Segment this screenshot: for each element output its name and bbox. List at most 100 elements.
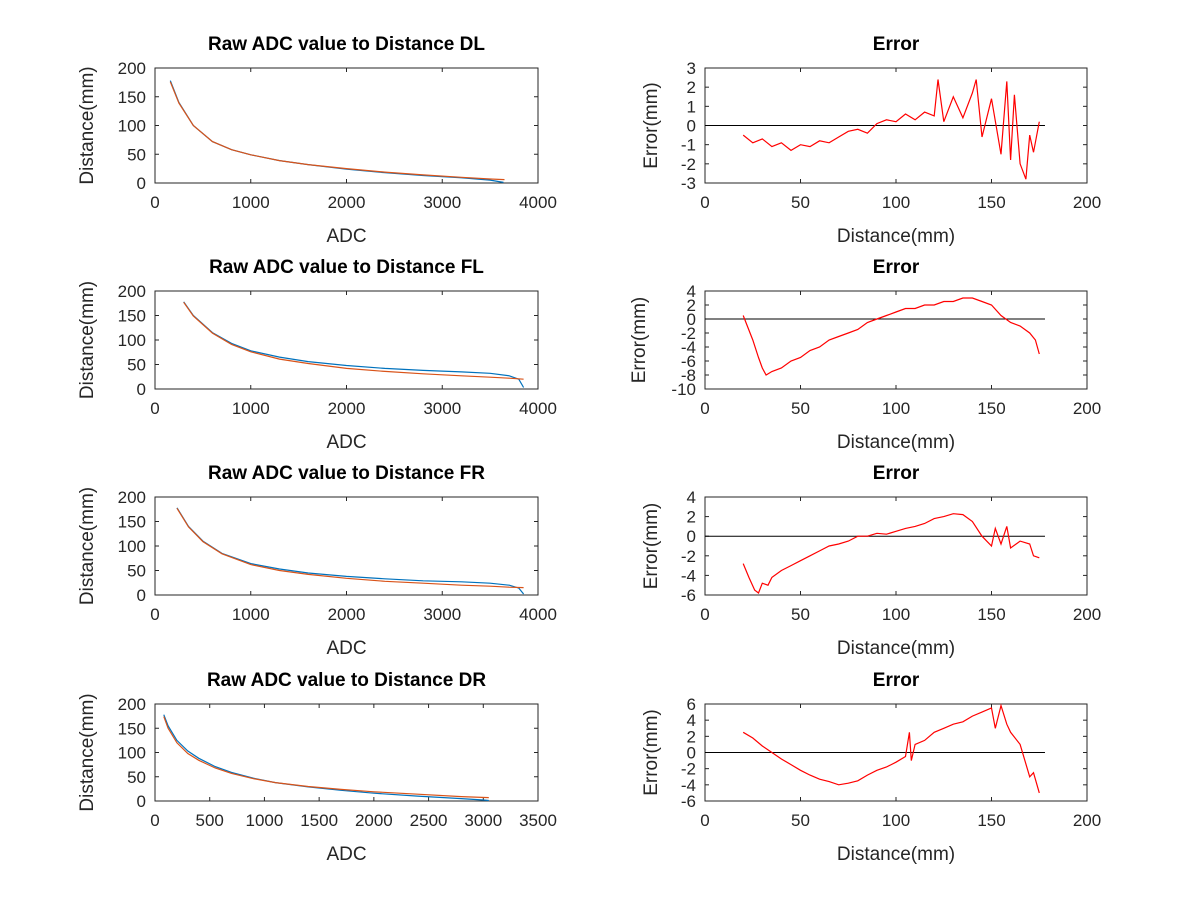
x-tick-label: 100 bbox=[882, 193, 910, 212]
y-tick-label: 100 bbox=[118, 117, 146, 136]
x-tick-label: 2000 bbox=[328, 605, 366, 624]
x-tick-label: 50 bbox=[791, 811, 810, 830]
x-tick-label: 3000 bbox=[423, 193, 461, 212]
y-tick-label: 4 bbox=[687, 282, 696, 301]
y-tick-label: 150 bbox=[118, 513, 146, 532]
axes-box bbox=[704, 290, 1088, 390]
chart-title: Error bbox=[873, 670, 920, 691]
y-axis-label: Error(mm) bbox=[641, 82, 662, 169]
y-tick-label: 2 bbox=[687, 727, 696, 746]
y-tick-label: 0 bbox=[137, 174, 146, 193]
y-tick-label: 6 bbox=[687, 695, 696, 714]
y-tick-label: -2 bbox=[681, 760, 696, 779]
y-tick-label: -4 bbox=[681, 338, 696, 357]
axes-box bbox=[154, 290, 539, 390]
y-tick-label: 0 bbox=[687, 744, 696, 763]
y-tick-label: 2 bbox=[687, 78, 696, 97]
x-axis-label: ADC bbox=[326, 432, 366, 453]
chart-panel-7: 0 500 1000 1500 2000 2500 3000 3500 0 50 100 150 200… bbox=[77, 670, 557, 865]
y-tick-label: -2 bbox=[681, 155, 696, 174]
x-tick-label: 0 bbox=[150, 193, 159, 212]
y-tick-label: 2 bbox=[687, 296, 696, 315]
y-tick-label: -4 bbox=[681, 776, 696, 795]
series-line-2 bbox=[183, 301, 524, 380]
x-tick-label: 0 bbox=[700, 605, 709, 624]
x-tick-label: 0 bbox=[700, 399, 709, 418]
x-tick-label: 50 bbox=[791, 193, 810, 212]
x-tick-label: 1000 bbox=[232, 193, 270, 212]
axes-box bbox=[704, 496, 1088, 596]
x-tick-label: 150 bbox=[977, 193, 1005, 212]
chart-panel-2: 0 50 100 150 200-3-2-10123ErrorDistance(mm)E… bbox=[641, 34, 1101, 247]
chart-title: Raw ADC value to Distance DL bbox=[208, 34, 485, 55]
y-tick-label: 150 bbox=[118, 307, 146, 326]
series-line-2 bbox=[163, 716, 489, 799]
chart-title: Error bbox=[873, 463, 920, 484]
x-tick-label: 4000 bbox=[519, 399, 557, 418]
x-tick-label: 4000 bbox=[519, 193, 557, 212]
y-axis-label: Distance(mm) bbox=[77, 281, 98, 399]
y-tick-label: 100 bbox=[118, 537, 146, 556]
x-tick-label: 1000 bbox=[246, 811, 284, 830]
y-tick-label: 50 bbox=[127, 562, 146, 581]
y-tick-label: 0 bbox=[137, 586, 146, 605]
chart-title: Raw ADC value to Distance FR bbox=[208, 463, 485, 484]
x-tick-label: 150 bbox=[977, 811, 1005, 830]
x-tick-label: 3000 bbox=[423, 605, 461, 624]
y-tick-label: -1 bbox=[681, 136, 696, 155]
y-tick-label: 4 bbox=[687, 711, 696, 730]
x-tick-label: 200 bbox=[1073, 193, 1101, 212]
x-tick-label: 1500 bbox=[300, 811, 338, 830]
y-tick-label: 4 bbox=[687, 488, 696, 507]
x-tick-label: 150 bbox=[977, 399, 1005, 418]
x-axis-label: Distance(mm) bbox=[837, 844, 955, 865]
series-line-2 bbox=[169, 81, 505, 181]
y-tick-label: -6 bbox=[681, 792, 696, 811]
series-line-1 bbox=[742, 513, 1040, 594]
y-tick-label: 200 bbox=[118, 488, 146, 507]
x-tick-label: 50 bbox=[791, 399, 810, 418]
series-line-2 bbox=[176, 507, 524, 589]
y-tick-label: -2 bbox=[681, 324, 696, 343]
x-tick-label: 3500 bbox=[519, 811, 557, 830]
x-axis-label: Distance(mm) bbox=[837, 432, 955, 453]
y-tick-label: 150 bbox=[118, 719, 146, 738]
axes-box bbox=[154, 496, 539, 596]
x-tick-label: 100 bbox=[882, 399, 910, 418]
x-tick-label: 150 bbox=[977, 605, 1005, 624]
y-axis-label: Distance(mm) bbox=[77, 693, 98, 811]
x-axis-label: ADC bbox=[326, 226, 366, 247]
y-tick-label: 3 bbox=[687, 59, 696, 78]
y-tick-label: 0 bbox=[687, 117, 696, 136]
y-tick-label: 50 bbox=[127, 356, 146, 375]
x-tick-label: 500 bbox=[196, 811, 224, 830]
y-tick-label: -6 bbox=[681, 352, 696, 371]
x-tick-label: 200 bbox=[1073, 399, 1101, 418]
y-tick-label: 0 bbox=[687, 310, 696, 329]
x-tick-label: 0 bbox=[700, 193, 709, 212]
y-tick-label: 1 bbox=[687, 97, 696, 116]
y-tick-label: 200 bbox=[118, 282, 146, 301]
x-axis-label: Distance(mm) bbox=[837, 226, 955, 247]
x-tick-label: 50 bbox=[791, 605, 810, 624]
x-axis-label: ADC bbox=[326, 844, 366, 865]
x-tick-label: 0 bbox=[150, 399, 159, 418]
series-line-1 bbox=[742, 79, 1040, 180]
y-tick-label: -3 bbox=[681, 174, 696, 193]
x-tick-label: 3000 bbox=[423, 399, 461, 418]
y-tick-label: -8 bbox=[681, 366, 696, 385]
y-tick-label: -10 bbox=[671, 380, 696, 399]
x-tick-label: 2000 bbox=[328, 399, 366, 418]
x-tick-label: 0 bbox=[700, 811, 709, 830]
y-axis-label: Error(mm) bbox=[641, 503, 662, 590]
y-tick-label: -4 bbox=[681, 566, 696, 585]
y-tick-label: 2 bbox=[687, 508, 696, 527]
x-tick-label: 0 bbox=[150, 811, 159, 830]
chart-title: Raw ADC value to Distance DR bbox=[207, 670, 486, 691]
y-axis-label: Error(mm) bbox=[641, 709, 662, 796]
chart-title: Raw ADC value to Distance FL bbox=[209, 257, 484, 278]
chart-panel-3: 0 1000 2000 3000 4000 0 50 100 150 200 Raw ADC val… bbox=[77, 257, 557, 453]
x-tick-label: 100 bbox=[882, 605, 910, 624]
y-tick-label: 200 bbox=[118, 695, 146, 714]
y-tick-label: 0 bbox=[137, 380, 146, 399]
